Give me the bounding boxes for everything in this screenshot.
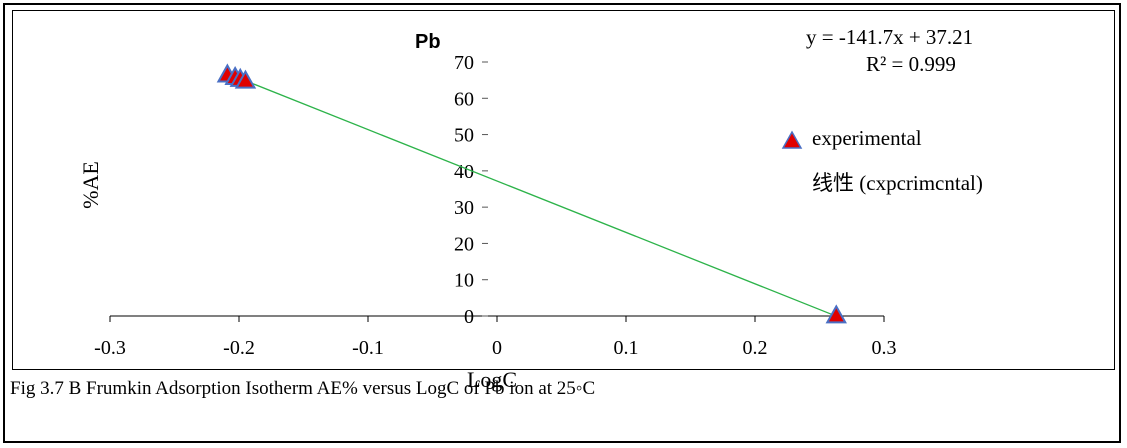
x-axis-label: LogC bbox=[467, 367, 517, 392]
x-tick-label: 0.3 bbox=[872, 337, 897, 359]
chart-title: Pb bbox=[415, 31, 441, 53]
trendline bbox=[238, 77, 837, 317]
y-tick-label: 20 bbox=[454, 233, 474, 255]
legend-entry-trendline: 线性 (cxpcrimcntal) bbox=[812, 171, 983, 195]
legend-entry-experimental: experimental bbox=[812, 126, 922, 150]
r-squared: R² = 0.999 bbox=[866, 52, 956, 76]
x-tick-label: -0.2 bbox=[223, 337, 255, 359]
y-tick-label: 30 bbox=[454, 197, 474, 219]
y-tick-label: 40 bbox=[454, 161, 474, 183]
figure-caption: Fig 3.7 B Frumkin Adsorption Isotherm AE… bbox=[10, 378, 596, 399]
data-point-triangle bbox=[825, 304, 847, 324]
x-tick-label: 0 bbox=[492, 337, 502, 359]
x-tick-label: -0.1 bbox=[352, 337, 384, 359]
y-tick-label: 0 bbox=[464, 306, 474, 328]
x-tick-label: 0.2 bbox=[743, 337, 768, 359]
data-point-triangle bbox=[234, 69, 257, 89]
x-tick-label: -0.3 bbox=[94, 337, 126, 359]
trendline-equation: y = -141.7x + 37.21 bbox=[806, 25, 974, 49]
chart-box bbox=[12, 10, 1115, 370]
y-tick-label: 50 bbox=[454, 125, 474, 147]
y-tick-label: 60 bbox=[454, 88, 474, 110]
figure-frame bbox=[3, 3, 1121, 443]
y-tick-label: 70 bbox=[454, 52, 474, 74]
x-tick-label: 0.1 bbox=[614, 337, 639, 359]
legend-triangle-icon bbox=[781, 130, 803, 149]
y-tick-label: 10 bbox=[454, 270, 474, 292]
y-axis-label: %AE bbox=[78, 161, 103, 209]
